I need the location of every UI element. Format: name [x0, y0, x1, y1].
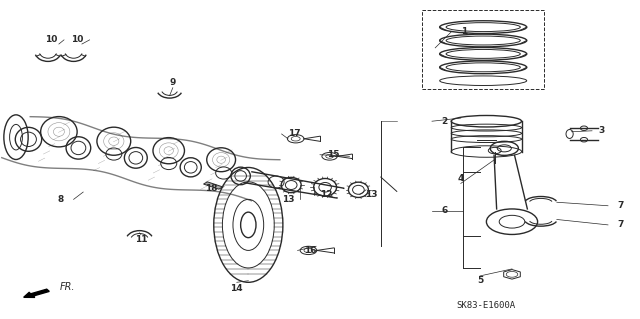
Text: 12: 12 — [320, 190, 333, 199]
Text: 10: 10 — [45, 35, 58, 44]
Text: 16: 16 — [304, 246, 317, 255]
Text: 13: 13 — [282, 195, 294, 204]
Text: 8: 8 — [58, 195, 64, 204]
Text: 13: 13 — [365, 190, 378, 199]
Text: 7: 7 — [618, 220, 624, 229]
Text: 2: 2 — [442, 117, 448, 126]
Text: 11: 11 — [134, 235, 147, 244]
Text: 4: 4 — [458, 174, 464, 183]
Text: 18: 18 — [205, 184, 218, 193]
Polygon shape — [204, 182, 223, 189]
Text: 15: 15 — [326, 150, 339, 159]
Text: 14: 14 — [230, 284, 243, 293]
FancyArrow shape — [24, 289, 49, 297]
Text: FR.: FR. — [60, 282, 75, 292]
Text: 1: 1 — [461, 27, 467, 36]
Text: 6: 6 — [442, 206, 448, 215]
Text: 3: 3 — [598, 126, 605, 135]
Text: 17: 17 — [288, 130, 301, 138]
Text: 5: 5 — [477, 276, 483, 285]
Text: 10: 10 — [70, 35, 83, 44]
Text: 9: 9 — [170, 78, 176, 87]
Text: 7: 7 — [618, 201, 624, 210]
Bar — [422, 10, 544, 89]
Text: SK83-E1600A: SK83-E1600A — [457, 301, 516, 310]
